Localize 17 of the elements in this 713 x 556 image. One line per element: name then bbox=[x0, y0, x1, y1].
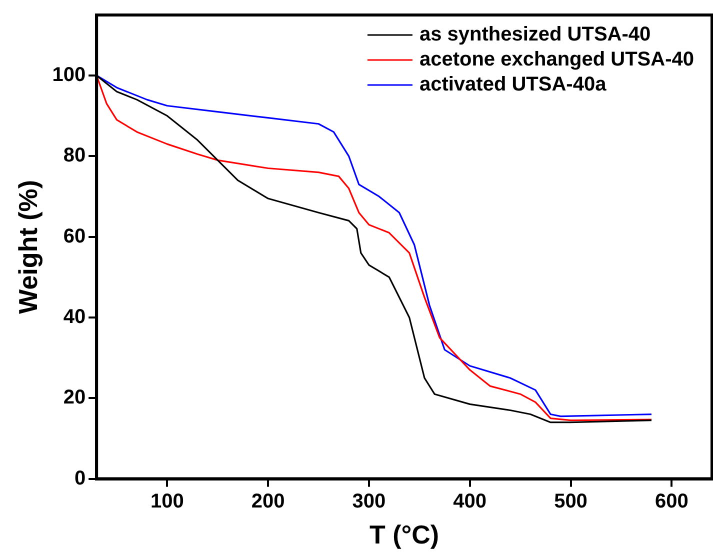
legend-label: as synthesized UTSA-40 bbox=[419, 24, 651, 46]
y-axis-title: Weight (%) bbox=[12, 180, 43, 314]
x-tick-label: 400 bbox=[453, 490, 487, 512]
y-tick-label: 20 bbox=[63, 386, 86, 409]
y-tick-label: 60 bbox=[63, 225, 86, 248]
legend-label: acetone exchanged UTSA-40 bbox=[419, 48, 694, 71]
x-tick-label: 100 bbox=[150, 490, 184, 512]
x-tick-label: 600 bbox=[654, 490, 688, 512]
x-tick-label: 300 bbox=[352, 490, 386, 512]
y-tick-label: 40 bbox=[63, 306, 86, 328]
y-tick-label: 80 bbox=[63, 144, 86, 167]
legend-label: activated UTSA-40a bbox=[419, 74, 608, 96]
y-tick-label: 100 bbox=[52, 64, 86, 86]
x-axis-title: T (°C) bbox=[369, 520, 440, 550]
y-tick-label: 0 bbox=[74, 467, 86, 490]
x-tick-label: 500 bbox=[554, 490, 588, 512]
x-tick-label: 200 bbox=[251, 490, 285, 512]
